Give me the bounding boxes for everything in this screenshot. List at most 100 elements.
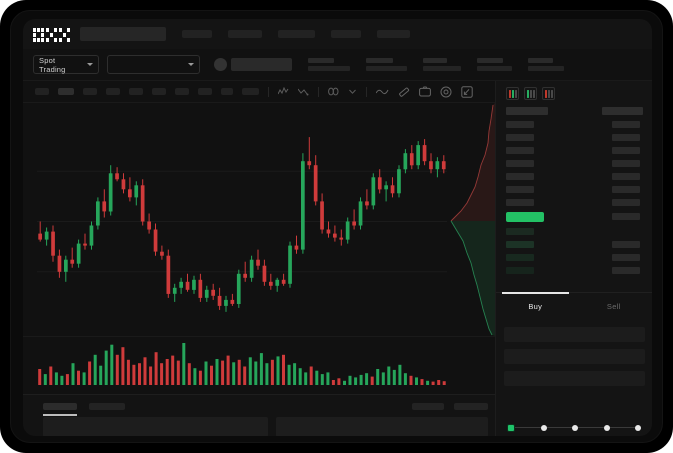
onboarding-step-indicator[interactable] <box>507 423 641 432</box>
market-stat-value <box>366 66 407 71</box>
tab-buy[interactable]: Buy <box>496 292 575 319</box>
step-dot-5[interactable] <box>635 424 641 431</box>
nav-item-4[interactable] <box>377 30 410 38</box>
orderbook-ask-row-4[interactable] <box>506 173 534 180</box>
orders-placeholder-right <box>276 417 488 436</box>
timeframe-button-9[interactable] <box>242 88 259 95</box>
camera-icon[interactable] <box>419 86 431 97</box>
orderbook-ask-row-0[interactable] <box>506 121 534 128</box>
order-field-total[interactable] <box>504 371 645 386</box>
orderbook-ask-qty-6 <box>612 199 640 206</box>
ruler-icon[interactable] <box>398 86 410 98</box>
orders-panel <box>23 394 495 436</box>
market-stat-value <box>423 66 461 71</box>
orderbook-both-icon[interactable] <box>506 87 519 100</box>
order-field-amount[interactable] <box>504 349 645 364</box>
active-tab-underline <box>502 292 569 294</box>
line-chart-icon[interactable] <box>376 87 389 96</box>
order-field-price[interactable] <box>504 327 645 342</box>
nav-item-2[interactable] <box>278 30 315 38</box>
fullscreen-icon[interactable] <box>461 85 473 98</box>
market-mode-selector[interactable]: Spot Trading <box>33 55 99 74</box>
step-connector <box>578 427 604 428</box>
timeframe-button-8[interactable] <box>221 88 233 95</box>
compare-icon[interactable] <box>328 87 339 96</box>
orderbook-header-left <box>506 107 548 115</box>
pair-name-placeholder <box>231 58 292 71</box>
orderbook-ask-row-6[interactable] <box>506 199 534 206</box>
nav-item-1[interactable] <box>228 30 262 38</box>
okx-logo-icon[interactable] <box>33 27 70 42</box>
orders-tab-underline <box>43 414 77 416</box>
timeframe-button-1[interactable] <box>58 88 74 95</box>
orderbook-bid-row-2[interactable] <box>506 254 534 261</box>
market-stat-2 <box>423 58 461 71</box>
market-stats <box>292 58 564 71</box>
orderbook-ask-row-5[interactable] <box>506 186 534 193</box>
orderbook-buy-icon[interactable] <box>524 87 537 100</box>
market-stat-value <box>528 66 564 71</box>
orders-action-0[interactable] <box>454 403 488 410</box>
nav-item-3[interactable] <box>331 30 361 38</box>
orders-action-1[interactable] <box>412 403 444 410</box>
market-stat-label <box>366 58 393 63</box>
chart-canvas <box>37 137 447 312</box>
orderbook-ask-qty-0 <box>612 121 640 128</box>
toolbar-divider <box>318 86 319 97</box>
chevron-down-icon[interactable] <box>348 87 357 96</box>
toolbar-divider <box>366 86 367 97</box>
pair-avatar-icon <box>214 58 227 71</box>
orderbook-ask-row-3[interactable] <box>506 160 534 167</box>
tab-buy-label: Buy <box>528 301 543 311</box>
orderbook-panel: Buy Sell <box>495 81 652 436</box>
step-dot-1[interactable] <box>507 423 515 432</box>
timeframe-button-5[interactable] <box>152 88 166 95</box>
chart-toolbar <box>23 81 495 103</box>
candlestick-chart[interactable] <box>23 103 495 336</box>
pair-selector[interactable] <box>107 55 200 74</box>
step-dot-3[interactable] <box>572 424 578 431</box>
orderbook-ask-row-2[interactable] <box>506 147 534 154</box>
top-navigation-bar <box>23 19 652 49</box>
market-stat-3 <box>477 58 512 71</box>
step-connector <box>546 427 572 428</box>
orderbook-last-qty <box>612 213 640 220</box>
orderbook-bid-row-0[interactable] <box>506 228 534 235</box>
orders-tab-0[interactable] <box>43 403 77 410</box>
timeframe-button-3[interactable] <box>106 88 120 95</box>
market-stat-label <box>423 58 447 63</box>
timeframe-button-6[interactable] <box>175 88 189 95</box>
step-connector <box>515 427 541 428</box>
search-input[interactable] <box>80 27 166 41</box>
timeframe-button-0[interactable] <box>35 88 49 95</box>
orders-tab-1[interactable] <box>89 403 125 410</box>
trading-subbar: Spot Trading <box>23 49 652 81</box>
indicator-icon[interactable] <box>278 87 289 96</box>
orderbook-header-right <box>602 107 643 115</box>
orderbook-ask-row-1[interactable] <box>506 134 534 141</box>
chevron-down-icon <box>87 63 93 66</box>
timeframe-button-2[interactable] <box>83 88 97 95</box>
orderbook-ask-qty-5 <box>612 186 640 193</box>
tab-sell[interactable]: Sell <box>575 293 653 319</box>
timeframe-button-4[interactable] <box>129 88 143 95</box>
orderbook-ask-qty-4 <box>612 173 640 180</box>
orderbook-ask-qty-1 <box>612 134 640 141</box>
orderbook-bid-row-1[interactable] <box>506 241 534 248</box>
nav-item-list <box>166 30 410 38</box>
step-dot-2[interactable] <box>540 424 547 431</box>
settings-gear-icon[interactable] <box>440 86 452 98</box>
volume-histogram <box>23 336 495 394</box>
orderbook-bid-row-3[interactable] <box>506 267 534 274</box>
step-dot-4[interactable] <box>603 424 610 431</box>
nav-item-0[interactable] <box>182 30 212 38</box>
orders-placeholder-left <box>43 417 268 436</box>
orderbook-bid-qty-2 <box>612 254 640 261</box>
chart-type-icon[interactable] <box>298 87 309 96</box>
market-stat-1 <box>366 58 407 71</box>
market-depth-overlay <box>447 103 495 336</box>
timeframe-button-7[interactable] <box>198 88 212 95</box>
app-screen: Spot Trading <box>23 19 652 436</box>
orderbook-sell-icon[interactable] <box>542 87 555 100</box>
